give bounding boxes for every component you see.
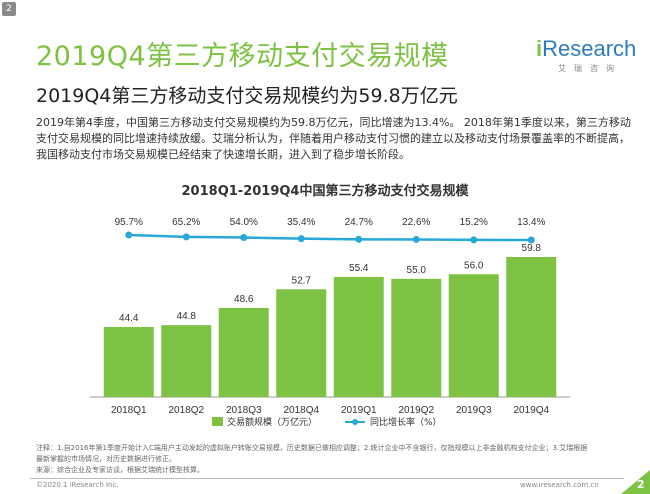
growth-rate-point — [182, 233, 190, 241]
legend-bar-label: 交易额规模（万亿元） — [227, 416, 317, 428]
line-data-label: 24.7% — [345, 217, 373, 228]
x-tick-label: 2019Q3 — [456, 405, 492, 416]
chart: 44.4 2018Q1 95.7% 44.8 2018Q2 65.2% 48.6 2018Q3… — [90, 217, 570, 428]
footnote: 注释：1.自2016年第1季度开始计入C端用户主动发起的虚拟账户转账交易规模，历… — [36, 443, 636, 476]
legend-line-marker — [352, 419, 358, 425]
bar — [506, 257, 557, 397]
page-title: 2019Q4第三方移动支付交易规模 — [36, 41, 449, 72]
growth-rate-line — [128, 233, 532, 242]
bar — [333, 277, 384, 397]
logo-research: Research — [542, 36, 637, 61]
bar-data-label: 44.8 — [177, 311, 197, 322]
bar — [448, 274, 499, 397]
x-tick-label: 2018Q3 — [226, 405, 262, 416]
body-line: 2019年第4季度，中国第三方移动支付交易规模约为59.8万亿元，同比增速为13… — [36, 116, 631, 129]
x-tick-label: 2018Q2 — [168, 405, 204, 416]
growth-rate-point — [527, 236, 535, 244]
legend-bar-swatch — [212, 417, 223, 426]
bar-data-label: 52.7 — [292, 275, 312, 286]
bar — [391, 278, 442, 397]
footnote-line: 注释：1.自2016年第1季度开始计入C端用户主动发起的虚拟账户转账交易规模，历… — [36, 444, 588, 452]
x-tick-label: 2019Q1 — [341, 405, 377, 416]
line-data-label: 15.2% — [460, 217, 488, 228]
body-line: 我国移动支付市场交易规模已经结束了快速增长期，进入到了稳步增长阶段。 — [36, 148, 410, 161]
corner-decoration — [621, 470, 650, 494]
line-data-label: 35.4% — [287, 217, 315, 228]
bar — [161, 325, 212, 397]
iresearch-logo: iResearch 艾瑞咨询 — [536, 36, 636, 80]
website-link[interactable]: www.iresearch.com.cn — [520, 481, 599, 489]
growth-rate-point — [240, 234, 248, 242]
line-data-label: 13.4% — [517, 217, 545, 228]
bar-data-label: 44.4 — [119, 313, 139, 324]
line-data-label: 95.7% — [115, 217, 143, 228]
line-data-label: 54.0% — [230, 217, 258, 228]
chart-title: 2018Q1-2019Q4中国第三方移动支付交易规模 — [181, 184, 469, 199]
growth-rate-point — [125, 231, 133, 239]
bar — [218, 307, 269, 397]
page-number: 2 — [637, 478, 645, 491]
growth-rate-point — [412, 235, 420, 243]
x-tick-label: 2018Q1 — [111, 405, 147, 416]
page-badge: 2 — [2, 2, 16, 16]
bar — [103, 327, 154, 397]
x-tick-label: 2019Q2 — [398, 405, 434, 416]
growth-rate-point — [297, 235, 305, 243]
copyright: ©2020.1 iResearch Inc. — [36, 481, 119, 489]
logo-chinese-name: 艾瑞咨询 — [558, 64, 622, 73]
growth-rate-point — [470, 236, 478, 244]
footnote-line: 来源：综合企业及专家访谈，根据艾瑞统计模型核算。 — [36, 466, 204, 474]
bar-data-label: 48.6 — [234, 294, 254, 305]
page-subtitle: 2019Q4第三方移动支付交易规模约为59.8万亿元 — [36, 85, 458, 107]
logo-i: i — [536, 36, 543, 61]
growth-rate-point — [355, 235, 363, 243]
footnote-line: 最新掌握的市场情况，对历史数据进行修正。 — [36, 455, 176, 463]
bar-data-label: 55.4 — [349, 263, 369, 274]
bar-data-label: 56.0 — [464, 260, 484, 271]
body-line: 支付交易规模的同比增速持续放缓。艾瑞分析认为，伴随着用户移动支付习惯的建立以及移… — [36, 132, 630, 145]
x-tick-label: 2019Q4 — [513, 405, 549, 416]
body-paragraph: 2019年第4季度，中国第三方移动支付交易规模约为59.8万亿元，同比增速为13… — [36, 115, 636, 163]
footer-divider — [30, 478, 624, 479]
line-data-label: 65.2% — [172, 217, 200, 228]
line-data-label: 22.6% — [402, 217, 430, 228]
bar-data-label: 55.0 — [407, 265, 427, 276]
legend-line-label: 同比增长率（%） — [370, 416, 442, 428]
bar-data-label: 59.8 — [522, 243, 542, 254]
bar — [276, 289, 327, 397]
logo-wordmark: iResearch — [536, 36, 636, 62]
x-tick-label: 2018Q4 — [283, 405, 319, 416]
